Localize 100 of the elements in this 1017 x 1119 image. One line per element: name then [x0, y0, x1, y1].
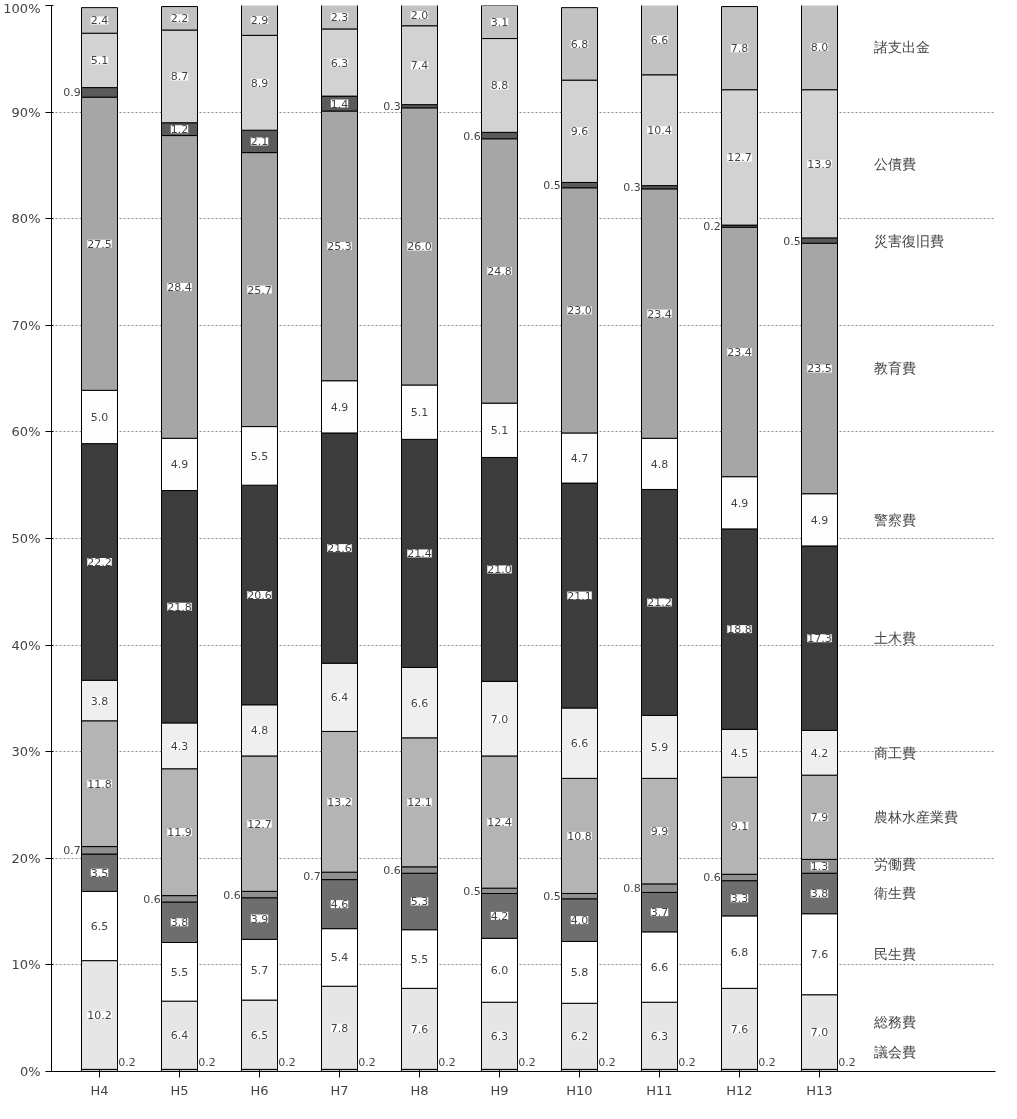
data-label: 0.6: [383, 864, 401, 878]
text: 衛生費: [873, 885, 916, 902]
y-tick-label: 60%: [11, 424, 41, 440]
data-label: 23.0: [567, 304, 592, 318]
data-label: 6.6: [570, 737, 589, 751]
text: 議会費: [873, 1044, 916, 1061]
data-label: 3.3: [730, 892, 749, 906]
data-label: 5.5: [170, 965, 189, 979]
data-label: 5.4: [330, 951, 349, 965]
data-label: 7.6: [410, 1022, 429, 1036]
data-label: 0.6: [143, 892, 161, 906]
data-label: 1.4: [330, 97, 349, 111]
data-label: 0.6: [703, 871, 721, 885]
data-label: 7.6: [730, 1022, 749, 1036]
data-label: 3.8: [810, 887, 829, 901]
data-label: 5.5: [250, 449, 269, 463]
data-label: 5.1: [90, 54, 109, 68]
data-label: 25.7: [247, 283, 272, 297]
data-label: 6.8: [730, 946, 749, 960]
data-label: 2.9: [250, 13, 269, 27]
data-label: 2.4: [90, 14, 109, 28]
text: 諸支出金: [873, 39, 930, 56]
y-tick-label: 80%: [11, 211, 41, 227]
data-label: 5.7: [250, 963, 269, 977]
data-label: 5.9: [650, 740, 669, 754]
x-tick-label: H9: [490, 1082, 509, 1098]
data-label: 3.7: [650, 906, 669, 920]
data-label: 7.0: [490, 712, 509, 726]
data-label: 2.3: [330, 10, 349, 24]
data-label: 6.8: [570, 37, 589, 51]
y-tick-label: 40%: [11, 637, 41, 653]
data-label: 0.7: [63, 844, 81, 858]
data-label: 7.8: [730, 42, 749, 56]
data-label: 5.1: [490, 424, 509, 438]
data-label: 0.2: [278, 1055, 296, 1069]
text: 警察費: [873, 511, 916, 528]
x-tick-label: H11: [646, 1082, 673, 1098]
data-label: 10.4: [647, 124, 672, 138]
data-label: 0.2: [598, 1055, 616, 1069]
data-label: 27.5: [87, 237, 112, 251]
data-label: 4.8: [250, 724, 269, 738]
y-tick-label: 20%: [11, 850, 41, 866]
data-label: 11.9: [167, 826, 192, 840]
data-label: 11.8: [87, 777, 112, 791]
y-tick-label: 50%: [11, 531, 41, 546]
data-label: 4.7: [570, 452, 589, 466]
text: 労働費: [873, 855, 916, 872]
data-label: 0.6: [463, 129, 481, 143]
x-tick-label: H7: [330, 1082, 349, 1098]
data-label: 7.4: [410, 59, 429, 73]
data-label: 6.0: [490, 964, 509, 978]
data-label: 7.8: [330, 1021, 349, 1035]
data-label: 2.0: [410, 9, 429, 23]
data-label: 8.8: [490, 79, 509, 93]
text: 土木費: [873, 630, 916, 647]
data-label: 8.7: [170, 70, 189, 84]
x-tick-label: H6: [250, 1082, 269, 1098]
data-label: 1.3: [810, 860, 829, 874]
data-label: 13.9: [807, 157, 832, 171]
data-label: 0.8: [623, 882, 641, 896]
text: 総務費: [872, 1014, 916, 1031]
y-tick-label: 90%: [11, 104, 41, 120]
data-label: 10.2: [87, 1009, 112, 1022]
data-label: 0.2: [758, 1055, 776, 1069]
data-label: 0.2: [678, 1055, 696, 1069]
data-label: 0.2: [518, 1055, 536, 1069]
data-label: 2.2: [170, 12, 189, 26]
data-label: 6.6: [650, 33, 669, 47]
data-label: 6.5: [90, 919, 109, 933]
data-label: 5.3: [410, 895, 429, 909]
data-label: 26.0: [407, 240, 432, 254]
data-label: 4.9: [730, 496, 749, 510]
data-label: 4.0: [570, 914, 589, 928]
x-tick-label: H13: [806, 1082, 833, 1098]
data-label: 4.6: [330, 898, 349, 912]
data-label: 2.1: [250, 135, 269, 149]
data-label: 0.7: [303, 869, 321, 883]
data-label: 8.0: [810, 41, 829, 55]
data-label: 9.9: [650, 825, 669, 839]
data-label: 4.3: [170, 739, 189, 753]
data-label: 18.8: [727, 623, 752, 637]
data-label: 12.7: [727, 151, 752, 165]
data-label: 4.9: [330, 400, 349, 414]
data-label: 21.0: [487, 563, 512, 577]
data-label: 23.4: [727, 345, 752, 359]
x-tick-label: H12: [726, 1082, 753, 1098]
data-label: 0.2: [358, 1055, 376, 1069]
data-label: 0.5: [543, 890, 561, 904]
data-label: 3.5: [90, 866, 109, 880]
x-tick-label: H8: [410, 1082, 429, 1098]
data-label: 0.2: [703, 220, 721, 234]
data-label: 23.4: [647, 307, 672, 321]
data-label: 0.5: [463, 884, 481, 898]
data-label: 6.6: [410, 696, 429, 710]
data-label: 0.2: [438, 1055, 456, 1069]
x-tick-label: H4: [90, 1082, 109, 1098]
data-label: 1.2: [170, 123, 189, 137]
text: 商工費: [873, 744, 916, 761]
data-label: 6.4: [330, 691, 349, 705]
text: 民生費: [873, 946, 916, 963]
